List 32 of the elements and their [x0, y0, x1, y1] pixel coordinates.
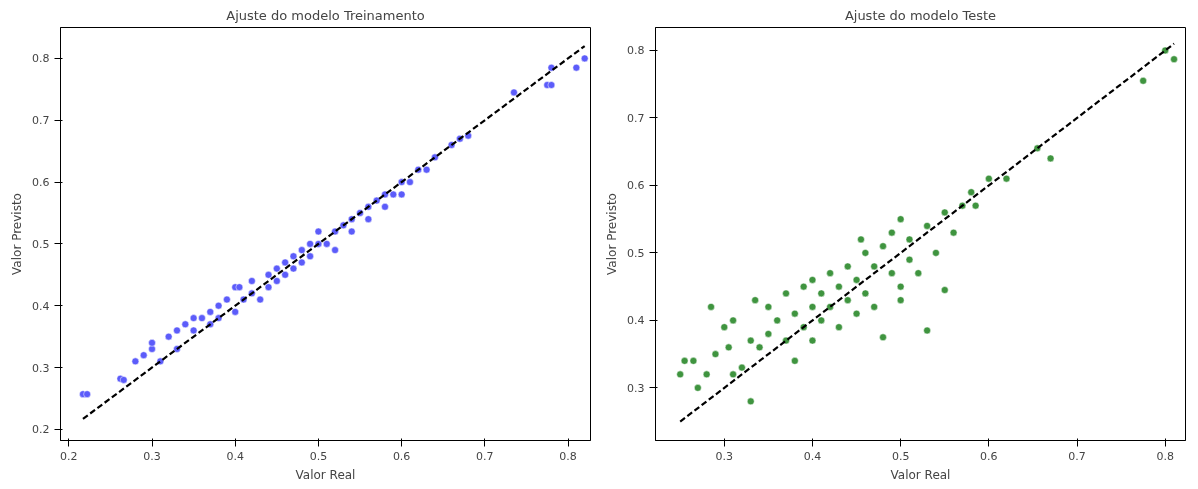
x-axis-title: Valor Real — [890, 467, 951, 482]
x-tick-label: 0.2 — [60, 449, 78, 463]
x-tick-label: 0.5 — [309, 449, 328, 463]
y-tick-label: 0.7 — [32, 114, 50, 128]
x-tick-label: 0.4 — [803, 449, 822, 463]
y-tick-label: 0.6 — [627, 179, 645, 193]
y-tick-label: 0.4 — [32, 299, 50, 313]
y-tick-label: 0.8 — [32, 52, 50, 66]
chart-title: Ajuste do modelo Teste — [844, 7, 997, 23]
chart-title: Ajuste do modelo Treinamento — [226, 7, 425, 23]
x-tick-label: 0.4 — [226, 449, 244, 463]
y-tick-label: 0.7 — [627, 111, 645, 125]
x-tick-label: 0.6 — [980, 449, 998, 463]
y-tick-label: 0.2 — [32, 423, 50, 437]
y-tick-label: 0.8 — [627, 44, 645, 58]
y-tick-label: 0.5 — [32, 237, 50, 251]
y-axis-title: Valor Previsto — [605, 193, 620, 275]
y-axis-title: Valor Previsto — [10, 193, 25, 275]
y-tick-label: 0.4 — [627, 314, 645, 328]
y-tick-label: 0.5 — [627, 246, 645, 260]
x-tick-label: 0.3 — [143, 449, 161, 463]
x-tick-label: 0.6 — [392, 449, 411, 463]
y-tick-label: 0.3 — [627, 381, 645, 395]
x-tick-label: 0.8 — [559, 449, 577, 463]
x-axis-title: Valor Real — [295, 467, 356, 482]
x-tick-label: 0.8 — [1156, 449, 1174, 463]
x-tick-label: 0.7 — [1068, 449, 1086, 463]
x-tick-label: 0.3 — [715, 449, 734, 463]
y-tick-label: 0.6 — [32, 176, 50, 190]
x-tick-label: 0.7 — [476, 449, 494, 463]
x-tick-label: 0.5 — [891, 449, 910, 463]
y-tick-label: 0.3 — [32, 361, 50, 375]
